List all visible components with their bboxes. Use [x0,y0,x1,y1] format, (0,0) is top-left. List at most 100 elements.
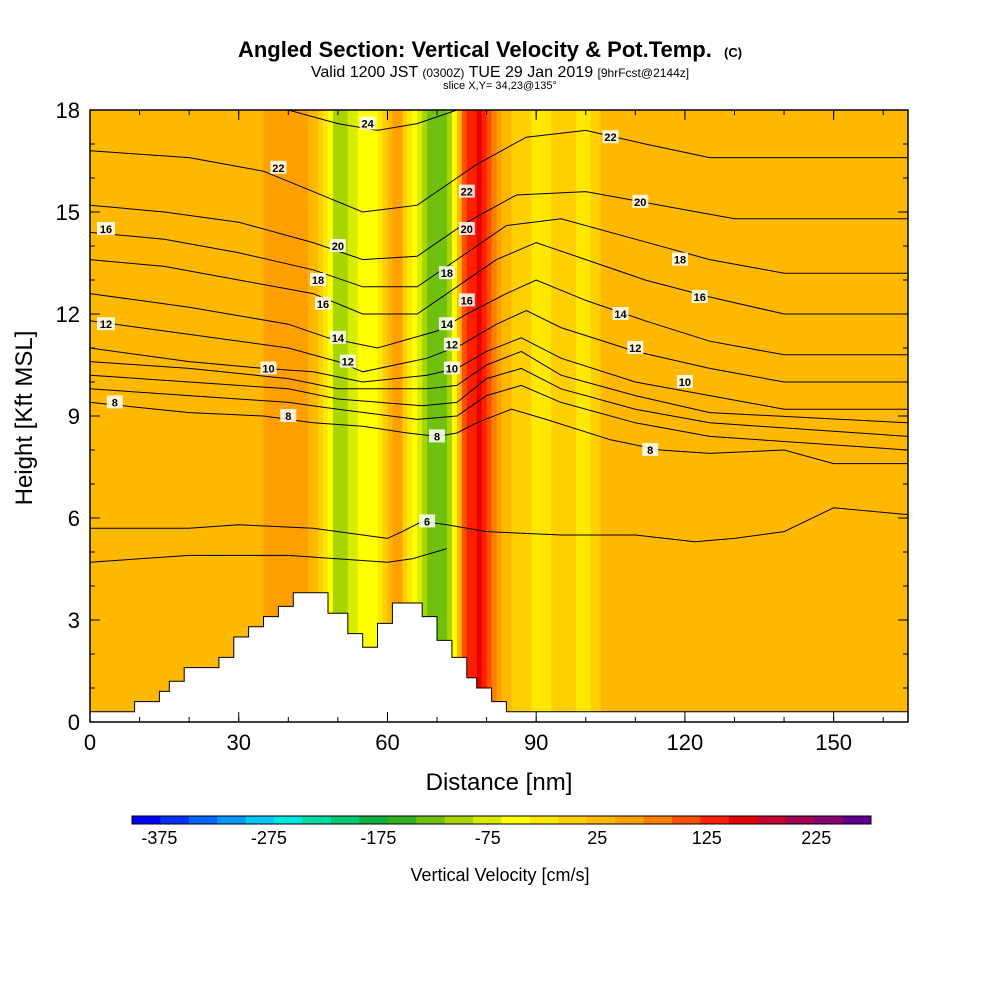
velocity-cell [541,110,547,722]
velocity-cell [154,110,161,722]
velocity-cell [164,110,170,722]
colorbar-swatch [672,816,701,824]
velocity-cell [858,110,864,722]
velocity-cell [556,110,562,722]
isentrope-label: 18 [672,252,688,267]
colorbar-swatch [160,816,190,824]
terrain-shape [90,592,908,722]
velocity-cell [327,110,334,722]
isentrope-line [90,218,908,288]
svg-text:8: 8 [434,431,440,443]
colorbar-swatch [245,816,275,824]
isentrope-label: 8 [642,443,659,457]
svg-text:14: 14 [332,333,345,345]
svg-text:10: 10 [679,377,691,389]
colorbar: -375 -275 -175 -75 25 125 225 [131,815,872,848]
velocity-cell [546,110,552,722]
velocity-cell [357,110,364,722]
velocity-cell [392,110,398,722]
velocity-cell [248,110,255,722]
svg-text:14: 14 [614,309,627,321]
colorbar-swatch [217,816,247,824]
title-unit: (C) [724,45,742,60]
velocity-cell [808,110,815,722]
contour-labels: 6 8 8 8 8 10 10 10 12 12 12 14 14 14 16 16 16 18 18 18 20 20 2… [97,116,708,528]
x-axis-title: Distance [nm] [426,769,573,796]
velocity-cell [744,110,750,722]
velocity-cell [789,110,795,722]
velocity-cell [199,110,205,722]
velocity-cell [729,110,736,722]
velocity-cell [823,110,830,722]
velocity-cell [446,110,453,722]
isentrope-label: 10 [260,361,277,375]
axis-ticks: 0 30 60 90 120 150 0 3 6 9 12 15 18 [56,98,908,755]
velocity-cell [377,110,384,722]
velocity-cell [352,110,359,722]
velocity-cell [694,110,701,722]
velocity-cell [655,110,661,722]
velocity-cell [640,110,646,722]
svg-text:12: 12 [629,343,641,355]
svg-text:18: 18 [312,275,324,287]
velocity-cell [699,110,706,722]
isentrope-label: 20 [632,194,649,209]
velocity-cell [367,110,374,722]
velocity-cell [501,110,508,722]
velocity-cell [565,110,572,722]
isentrope-label: 12 [339,354,356,369]
colorbar-tick-label: 25 [587,828,607,848]
velocity-cell [417,110,423,722]
velocity-cell [461,110,468,722]
velocity-cell [109,110,116,722]
velocity-cell [481,110,488,722]
velocity-cell [660,110,666,722]
colorbar-swatch [387,816,417,824]
velocity-cell [382,110,389,722]
velocity-cell [595,110,602,722]
velocity-cell [878,110,884,722]
isentrope-label: 14 [612,307,629,321]
colorbar-swatch [501,816,531,824]
velocity-cell [441,110,448,722]
colorbar-frame [131,815,872,825]
velocity-cell [104,110,111,722]
velocity-cell [124,110,131,722]
velocity-cell [888,110,894,722]
x-tick-label: 150 [815,730,852,755]
velocity-cell [223,110,230,722]
isentrope-line [90,310,908,383]
velocity-cell [551,110,557,722]
velocity-cell [486,110,493,722]
velocity-cell [422,110,428,722]
isentrope-label: 14 [329,330,346,345]
velocity-cell [526,110,532,722]
velocity-cell [397,110,403,722]
velocity-cell [179,110,185,722]
velocity-cell [233,110,240,722]
colorbar-tick-label: -175 [360,828,396,848]
velocity-cell [342,110,349,722]
velocity-cell [724,110,731,722]
velocity-cell [893,110,899,722]
isentrope-label: 22 [270,160,287,175]
chart-title: Angled Section: Vertical Velocity & Pot.… [238,37,742,62]
slice-label: slice X,Y= 34,23@135° [443,80,557,92]
velocity-cell [496,110,503,722]
isentrope-line [90,279,908,356]
velocity-cell [848,110,855,722]
svg-text:12: 12 [446,340,458,352]
isentrope-label: 6 [419,514,436,528]
colorbar-swatch [814,816,844,824]
velocity-cell [665,110,671,722]
velocity-cell [174,110,180,722]
colorbar-swatch [558,816,588,824]
velocity-cell [734,110,741,722]
isentrope-label: 8 [280,409,297,423]
velocity-cell [610,110,617,722]
svg-text:20: 20 [332,241,344,253]
velocity-cell [674,110,681,722]
svg-text:6: 6 [424,516,430,528]
velocity-cell [838,110,845,722]
